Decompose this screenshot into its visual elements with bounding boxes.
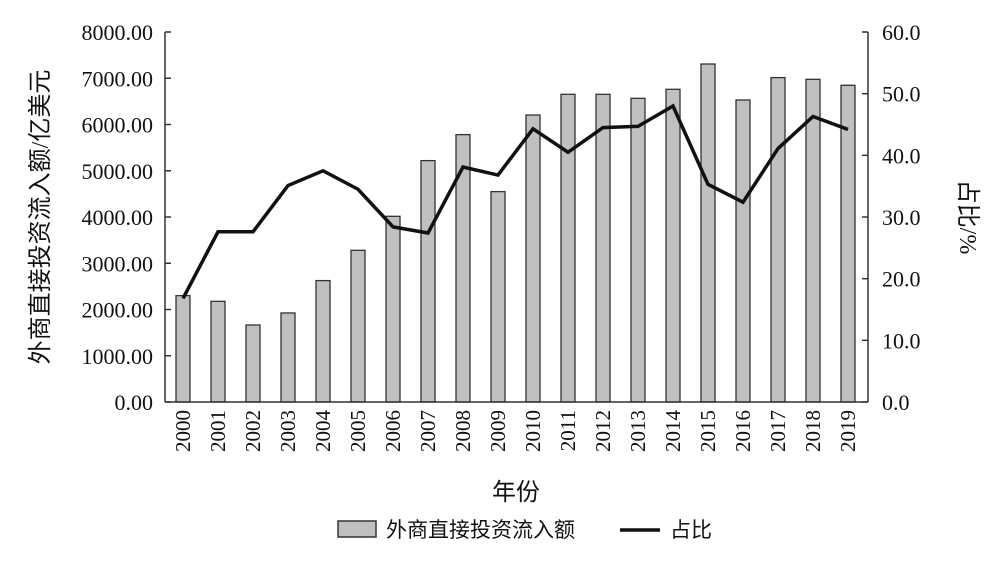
x-tick-label: 2010 xyxy=(521,410,545,452)
y-tick-label: 6000.00 xyxy=(82,113,154,138)
x-tick-label: 2005 xyxy=(346,410,370,452)
bar-2006 xyxy=(386,216,400,402)
x-tick-label: 2001 xyxy=(206,410,230,452)
bar-2019 xyxy=(841,85,855,402)
x-tick-label: 2009 xyxy=(486,410,510,452)
y2-tick-label: 20.0 xyxy=(882,267,921,292)
x-tick-label: 2006 xyxy=(381,410,405,452)
y-axis-label: 外商直接投资流入额/亿美元 xyxy=(27,70,54,365)
x-tick-label: 2014 xyxy=(661,410,685,453)
bar-2004 xyxy=(316,281,330,402)
x-tick-label: 2011 xyxy=(556,410,580,451)
bar-2018 xyxy=(806,79,820,402)
y2-tick-label: 0.0 xyxy=(882,390,910,415)
bar-2016 xyxy=(736,100,750,402)
x-tick-label: 2008 xyxy=(451,410,475,452)
bar-series xyxy=(176,64,855,402)
y2-tick-label: 30.0 xyxy=(882,205,921,230)
bar-2015 xyxy=(701,64,715,402)
bar-2003 xyxy=(281,313,295,402)
bar-2010 xyxy=(526,115,540,402)
bar-2009 xyxy=(491,192,505,402)
x-tick-label: 2018 xyxy=(801,410,825,452)
bar-2001 xyxy=(211,301,225,402)
x-tick-label: 2015 xyxy=(696,410,720,452)
bar-2014 xyxy=(666,89,680,402)
bar-2011 xyxy=(561,94,575,402)
bar-2005 xyxy=(351,250,365,402)
y-tick-label: 3000.00 xyxy=(82,251,154,276)
y2-tick-label: 40.0 xyxy=(882,143,921,168)
bar-2017 xyxy=(771,78,785,402)
x-tick-label: 2019 xyxy=(836,410,860,452)
x-tick-label: 2002 xyxy=(241,410,265,452)
y-tick-label: 7000.00 xyxy=(82,66,154,91)
bar-2012 xyxy=(596,94,610,402)
x-tick-label: 2016 xyxy=(731,410,755,452)
x-tick-label: 2017 xyxy=(766,410,790,452)
y2-tick-label: 50.0 xyxy=(882,82,921,107)
y-tick-label: 5000.00 xyxy=(82,159,154,184)
x-tick-label: 2004 xyxy=(311,410,335,453)
x-tick-label: 2013 xyxy=(626,410,650,452)
x-axis-label: 年份 xyxy=(492,479,540,506)
bar-2002 xyxy=(246,325,260,402)
axes xyxy=(165,32,868,402)
x-tick-label: 2000 xyxy=(171,410,195,452)
legend: 外商直接投资流入额 占比 xyxy=(338,518,712,542)
bar-2013 xyxy=(631,98,645,402)
y-tick-label: 0.00 xyxy=(115,390,154,415)
x-tick-label: 2003 xyxy=(276,410,300,452)
y2-tick-label: 60.0 xyxy=(882,20,921,45)
legend-bar-label: 外商直接投资流入额 xyxy=(386,518,575,542)
x-tick-label: 2007 xyxy=(416,410,440,452)
y2-axis-label: 占比/% xyxy=(954,180,981,255)
y-tick-label: 1000.00 xyxy=(82,344,154,369)
y-tick-label: 4000.00 xyxy=(82,205,154,230)
y2-tick-label: 10.0 xyxy=(882,328,921,353)
bar-2007 xyxy=(421,161,435,402)
x-tick-label: 2012 xyxy=(591,410,615,452)
legend-bar-swatch xyxy=(338,521,376,537)
y-tick-label: 8000.00 xyxy=(82,20,154,45)
legend-line-label: 占比 xyxy=(670,518,712,542)
y-tick-label: 2000.00 xyxy=(82,298,154,323)
bar-2000 xyxy=(176,296,190,402)
